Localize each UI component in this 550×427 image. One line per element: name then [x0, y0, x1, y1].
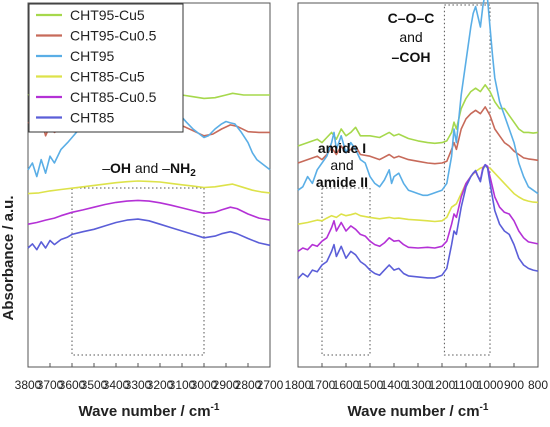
left-x-ticks: 3800370036003500340033003200310030002900… [15, 363, 284, 392]
left-tick-label-3100: 3100 [169, 378, 196, 392]
legend-label-cht95: CHT95 [70, 48, 115, 64]
left-tick-label-3300: 3300 [125, 378, 152, 392]
left-region-box-0 [71, 187, 205, 356]
amide-annotation: amide I and amide II [316, 140, 368, 190]
right-tick-label-1600: 1600 [333, 378, 360, 392]
right-series-cht95 [297, 0, 539, 197]
coc-annotation: C–O–C and –COH [388, 10, 435, 65]
left-series-cht85-cu5 [27, 180, 271, 195]
right-tick-label-1800: 1800 [285, 378, 312, 392]
right-series-group [297, 0, 539, 280]
legend-label-cht95-cu5: CHT95-Cu5 [70, 7, 145, 23]
right-series-cht95-cu5 [297, 84, 539, 147]
legend-frame [28, 3, 184, 133]
left-tick-label-3500: 3500 [81, 378, 108, 392]
left-tick-label-3800: 3800 [15, 378, 42, 392]
right-tick-label-1000: 1000 [477, 378, 504, 392]
legend-label-cht85: CHT85 [70, 110, 115, 126]
left-region-box [71, 187, 205, 356]
right-tick-label-900: 900 [504, 378, 524, 392]
right-tick-label-800: 800 [528, 378, 548, 392]
coc-line1: C–O–C [388, 10, 435, 26]
right-region-box-0 [321, 187, 371, 356]
right-tick-label-1300: 1300 [405, 378, 432, 392]
right-x-axis-label: Wave number / cm-1 [348, 402, 489, 420]
left-tick-label-2700: 2700 [257, 378, 284, 392]
left-tick-label-3600: 3600 [59, 378, 86, 392]
coc-line2: and [399, 29, 422, 45]
right-tick-label-1100: 1100 [453, 378, 479, 392]
right-series-cht85-cu5 [297, 165, 539, 225]
coc-line3: –COH [392, 49, 431, 65]
amide-line1: amide I [318, 140, 366, 156]
left-series-cht85-cu0-5 [27, 199, 271, 225]
left-x-axis-label: Wave number / cm-1 [79, 402, 220, 420]
y-axis-label: Absorbance / a.u. [0, 195, 17, 320]
legend: CHT95-Cu5 CHT95-Cu0.5 CHT95 CHT85-Cu5 CHT85-… [28, 3, 184, 133]
amide-line2: and [330, 157, 353, 173]
right-tick-label-1700: 1700 [309, 378, 336, 392]
legend-label-cht85-cu5: CHT85-Cu5 [70, 69, 145, 85]
amide-line3: amide II [316, 174, 368, 190]
right-tick-label-1500: 1500 [357, 378, 384, 392]
left-series-cht85 [27, 218, 271, 251]
left-tick-label-3700: 3700 [37, 378, 64, 392]
right-series-cht95-cu0-5 [297, 106, 539, 165]
left-tick-label-2800: 2800 [235, 378, 262, 392]
left-panel: 3800370036003500340033003200310030002900… [15, 2, 284, 420]
left-tick-label-3200: 3200 [147, 378, 174, 392]
left-plot-frame [27, 2, 271, 368]
left-tick-label-3400: 3400 [103, 378, 130, 392]
legend-label-cht85-cu0-5: CHT85-Cu0.5 [70, 89, 157, 105]
left-tick-label-2900: 2900 [213, 378, 240, 392]
right-tick-label-1400: 1400 [381, 378, 408, 392]
left-oh-nh2-annotation: –OH and –NH2 [102, 160, 196, 179]
right-tick-label-1200: 1200 [429, 378, 456, 392]
right-series-cht85 [297, 163, 539, 280]
legend-label-cht95-cu0-5: CHT95-Cu0.5 [70, 28, 157, 44]
left-tick-label-3000: 3000 [191, 378, 218, 392]
right-series-cht85-cu0-5 [297, 163, 539, 253]
